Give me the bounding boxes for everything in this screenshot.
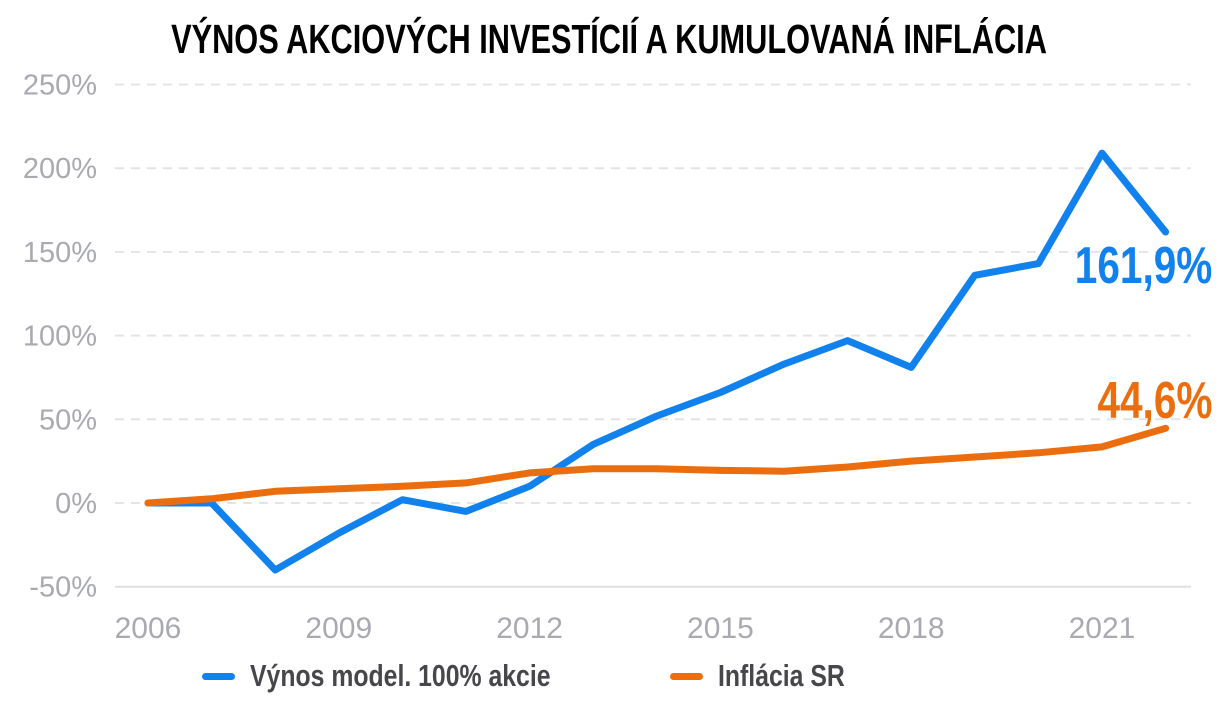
legend-item-inflation: Inflácia SR <box>669 658 877 694</box>
svg-text:150%: 150% <box>23 237 97 269</box>
legend-item-equities: Výnos model. 100% akcie <box>201 658 626 694</box>
series-end-label-inflation: 44,6% <box>1096 372 1212 430</box>
svg-text:0%: 0% <box>55 488 97 520</box>
svg-text:2012: 2012 <box>496 612 563 645</box>
line-chart-plot: 250% 200% 150% 100% 50% 0% -50% 2006 2009 2012 201… <box>23 70 1191 645</box>
svg-text:2006: 2006 <box>115 612 182 645</box>
svg-text:200%: 200% <box>23 153 97 185</box>
chart-title: VÝNOS AKCIOVÝCH INVESTÍCIÍ A KUMULOVANÁ … <box>171 16 1047 62</box>
svg-text:250%: 250% <box>23 70 97 102</box>
svg-text:100%: 100% <box>23 321 97 353</box>
svg-text:2021: 2021 <box>1069 612 1136 645</box>
svg-text:-50%: -50% <box>29 572 97 604</box>
svg-text:2018: 2018 <box>878 612 945 645</box>
legend-label-inflation: Inflácia SR <box>717 658 845 693</box>
legend-label-equities: Výnos model. 100% akcie <box>249 658 551 693</box>
legend-swatch-equities <box>201 672 235 680</box>
svg-text:2015: 2015 <box>687 612 754 645</box>
series-end-label-equities: 161,9% <box>1074 237 1212 295</box>
svg-text:2009: 2009 <box>305 612 372 645</box>
legend: Výnos model. 100% akcie Inflácia SR <box>0 658 1148 694</box>
svg-text:50%: 50% <box>39 404 97 436</box>
legend-swatch-inflation <box>669 672 703 680</box>
